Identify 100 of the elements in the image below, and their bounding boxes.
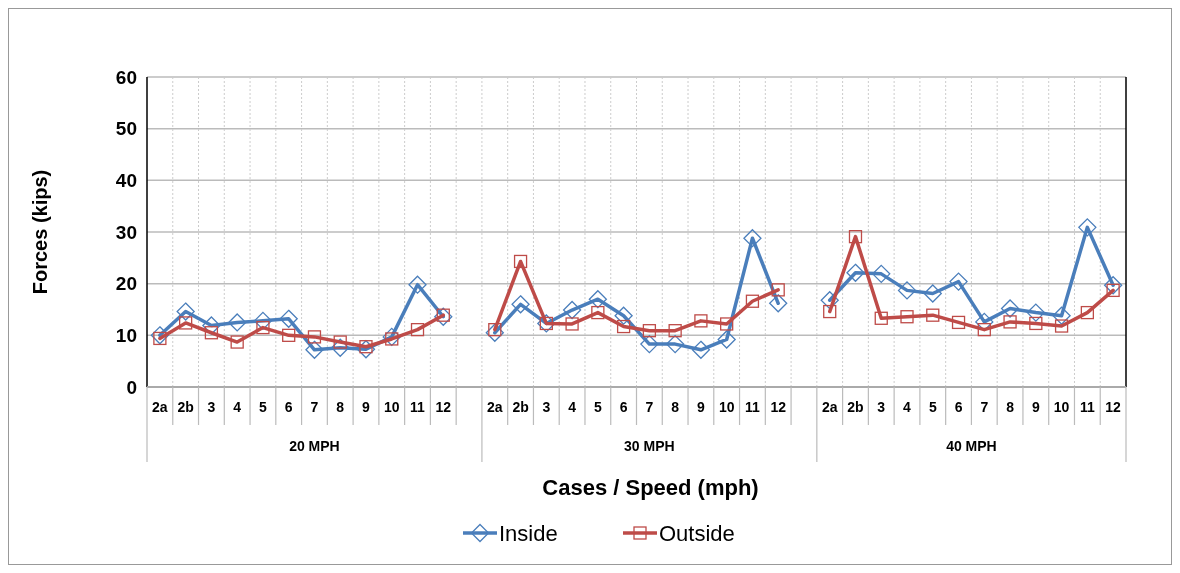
point	[485, 323, 504, 342]
y-tick-label: 30	[115, 221, 137, 243]
point	[1054, 319, 1069, 333]
point	[640, 334, 659, 354]
x-tick-label: 8	[671, 399, 680, 415]
y-tick-label: 10	[115, 324, 137, 346]
point	[150, 326, 170, 345]
point	[872, 264, 891, 283]
point	[408, 275, 427, 294]
point	[771, 283, 785, 297]
point	[1003, 315, 1017, 329]
x-tick-label: 10	[1053, 399, 1070, 415]
point	[1080, 305, 1095, 320]
point	[848, 230, 863, 244]
point	[769, 294, 788, 313]
point	[513, 254, 528, 269]
point	[923, 284, 942, 303]
point	[1078, 218, 1097, 237]
point	[176, 302, 195, 321]
x-tick-label: 11	[410, 399, 426, 415]
x-tick-label: 2a	[821, 399, 838, 415]
point	[694, 314, 708, 328]
point	[382, 327, 401, 347]
x-tick-label: 7	[310, 399, 319, 415]
point	[434, 307, 453, 326]
point	[977, 323, 991, 337]
point	[179, 316, 193, 330]
y-axis-title: Forces (kips)	[29, 169, 51, 295]
x-tick-label: 4	[568, 399, 577, 415]
point	[897, 281, 917, 300]
x-tick-label: 6	[619, 399, 628, 415]
point	[1000, 299, 1020, 318]
x-tick-label: 3	[207, 399, 216, 415]
text: 20 MPH	[289, 438, 340, 454]
point	[230, 335, 244, 349]
point	[279, 309, 298, 328]
text: 30 MPH	[624, 438, 675, 454]
point	[951, 315, 966, 330]
x-tick-label: 12	[770, 399, 787, 415]
point	[949, 272, 968, 291]
x-tick-label: 8	[336, 399, 345, 415]
y-tick-label: 60	[115, 66, 137, 88]
y-tick-label: 0	[126, 376, 137, 398]
point	[282, 328, 296, 342]
point	[926, 308, 940, 322]
x-tick-label: 2b	[847, 399, 864, 415]
x-tick-label: 11	[745, 399, 761, 415]
x-tick-label: 3	[877, 399, 886, 415]
x-tick-label: 2b	[177, 399, 194, 415]
point	[356, 340, 376, 359]
point	[665, 334, 685, 354]
point	[305, 340, 324, 359]
x-tick-label: 7	[645, 399, 654, 415]
point	[874, 311, 888, 325]
x-tick-label: 12	[1105, 399, 1122, 415]
point	[823, 304, 837, 319]
x-tick-label: 4	[233, 399, 242, 415]
point	[720, 317, 734, 331]
x-tick-label: 5	[593, 399, 602, 415]
x-tick-label: 6	[284, 399, 293, 415]
x-tick-label: 5	[259, 399, 268, 415]
legend-label: Outside	[659, 520, 735, 546]
point	[745, 294, 760, 308]
x-tick-label: 5	[928, 399, 937, 415]
point	[228, 313, 247, 332]
point	[1026, 303, 1045, 322]
x-tick-label: 10	[383, 399, 400, 415]
point	[588, 290, 608, 309]
point	[1029, 316, 1043, 331]
x-tick-label: 10	[718, 399, 735, 415]
x-axis-title: Cases / Speed (mph)	[542, 474, 759, 500]
x-tick-label: 6	[954, 399, 963, 415]
point	[642, 324, 657, 338]
point	[1103, 276, 1123, 295]
point	[565, 317, 579, 331]
point	[717, 330, 736, 349]
point	[846, 263, 865, 282]
point	[511, 295, 530, 314]
x-tick-label: 2a	[152, 399, 168, 415]
point	[204, 326, 219, 340]
x-tick-label: 11	[1079, 399, 1095, 415]
point	[668, 324, 682, 338]
point	[743, 229, 762, 248]
x-tick-label: 2b	[512, 399, 529, 415]
x-tick-label: 2a	[487, 399, 503, 415]
point	[691, 340, 711, 359]
y-tick-label: 20	[115, 273, 137, 295]
x-tick-label: 12	[435, 399, 452, 415]
x-tick-label: 8	[1006, 399, 1015, 415]
point	[616, 319, 631, 334]
x-tick-label: 9	[1031, 399, 1040, 415]
point	[331, 338, 350, 357]
text: 40 MPH	[946, 438, 997, 454]
legend-label: Inside	[499, 520, 558, 546]
point	[614, 306, 633, 325]
y-tick-label: 40	[115, 169, 137, 191]
x-tick-label: 4	[903, 399, 912, 415]
point	[562, 300, 582, 320]
x-tick-label: 7	[980, 399, 989, 415]
point	[1052, 306, 1071, 325]
